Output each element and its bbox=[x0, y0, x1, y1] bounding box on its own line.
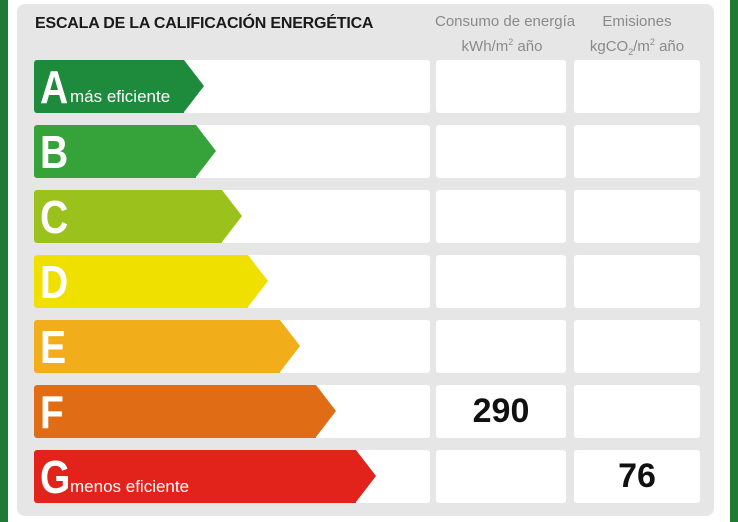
consumo-unit-year: año bbox=[513, 38, 543, 55]
rating-letter: E bbox=[40, 321, 67, 373]
rating-letter: B bbox=[40, 126, 69, 178]
rating-arrow-tip bbox=[248, 255, 268, 307]
emisiones-cell bbox=[574, 255, 700, 308]
column-header-emisiones-line1: Emisiones bbox=[602, 13, 672, 30]
rating-letter: F bbox=[40, 386, 64, 438]
rating-arrow-body bbox=[34, 320, 280, 373]
rating-row-d: D bbox=[34, 255, 700, 308]
emisiones-unit-part: kgCO bbox=[589, 38, 629, 55]
rating-letter: G bbox=[40, 451, 71, 503]
consumo-cell bbox=[436, 320, 566, 373]
column-header-emisiones-line2: kgCO2/m2 año bbox=[573, 32, 701, 62]
emisiones-unit-area: /m bbox=[633, 38, 650, 55]
rating-label: menos eficiente bbox=[70, 477, 190, 496]
consumo-cell bbox=[436, 450, 566, 503]
consumo-cell bbox=[436, 190, 566, 243]
rating-arrow-tip bbox=[356, 450, 376, 502]
rating-arrow-body bbox=[34, 385, 316, 438]
emisiones-cell bbox=[574, 320, 700, 373]
emisiones-cell bbox=[574, 125, 700, 178]
consumo-cell bbox=[436, 385, 566, 438]
column-header-consumo-line1: Consumo de energía bbox=[435, 13, 576, 30]
consumo-cell bbox=[436, 60, 566, 113]
rating-row-c: C bbox=[34, 190, 700, 243]
rating-arrow-body bbox=[34, 190, 222, 243]
rating-arrow-body bbox=[34, 60, 184, 113]
rating-arrow-tip bbox=[280, 320, 300, 372]
consumo-unit-part: kWh/m bbox=[461, 38, 509, 55]
emisiones-unit-sub: 2 bbox=[628, 47, 634, 57]
column-header-consumo-line2: kWh/m2 año bbox=[435, 32, 569, 57]
rating-label: más eficiente bbox=[70, 87, 171, 106]
rating-arrow-body bbox=[34, 125, 196, 178]
rating-row-b: B bbox=[34, 125, 700, 178]
emisiones-cell bbox=[574, 60, 700, 113]
consumo-value: 290 bbox=[472, 392, 530, 430]
consumo-cell bbox=[436, 125, 566, 178]
rating-arrow-tip bbox=[316, 385, 336, 437]
rating-arrow-tip bbox=[196, 125, 216, 177]
rating-letter: A bbox=[40, 61, 69, 113]
rating-letter: C bbox=[40, 191, 69, 243]
rating-arrow-tip bbox=[184, 60, 204, 112]
rating-arrow-body bbox=[34, 450, 356, 503]
rating-arrow-body bbox=[34, 255, 248, 308]
rating-row-e: E bbox=[34, 320, 700, 373]
rating-arrow-tip bbox=[222, 190, 242, 242]
column-header-consumo: Consumo de energía kWh/m2 año bbox=[435, 12, 576, 57]
emisiones-cell bbox=[574, 385, 700, 438]
column-header-emisiones: Emisiones kgCO2/m2 año bbox=[573, 12, 701, 62]
emisiones-cell bbox=[574, 190, 700, 243]
emisiones-cell bbox=[574, 450, 700, 503]
emisiones-unit-sup: 2 bbox=[649, 37, 655, 47]
consumo-unit-sup: 2 bbox=[508, 37, 514, 47]
rating-letter: D bbox=[40, 256, 69, 308]
emisiones-value: 76 bbox=[618, 457, 656, 495]
emisiones-unit-year: año bbox=[654, 38, 685, 55]
consumo-cell bbox=[436, 255, 566, 308]
chart-title: ESCALA DE LA CALIFICACIÓN ENERGÉTICA bbox=[35, 15, 374, 32]
rating-row-f: F 290 bbox=[34, 385, 700, 438]
